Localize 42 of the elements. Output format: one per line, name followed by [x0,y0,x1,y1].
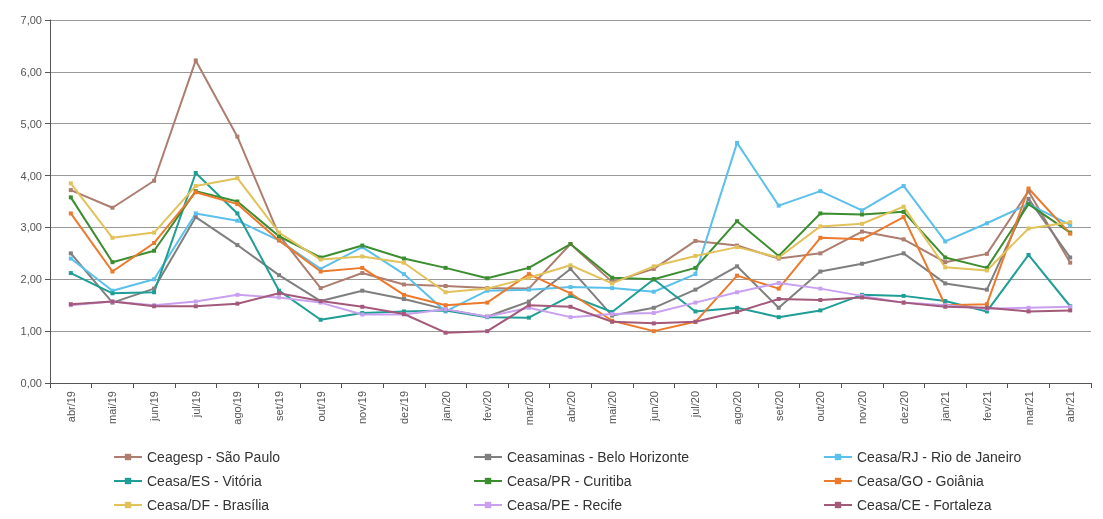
y-tick-label: 3,00 [20,221,42,234]
x-tick-label: set/19 [273,391,286,421]
x-tick-label: abr/21 [1064,391,1077,423]
x-tick-label: ago/20 [731,391,744,425]
x-tick-label: dez/19 [397,391,410,425]
x-tick-label: out/19 [314,391,327,422]
legend-label: Ceasa/PE - Recife [507,497,623,513]
legend-label: Ceasa/CE - Fortaleza [857,497,992,513]
legend-label: Ceasa/GO - Goiânia [857,473,985,489]
x-tick-label: ago/19 [231,391,244,425]
x-tick-label: jul/19 [189,391,202,419]
y-tick-label: 7,00 [20,14,42,26]
x-tick-label: jun/20 [647,391,660,422]
x-tick-label: dez/20 [897,391,910,425]
x-tick-label: abr/20 [564,391,577,423]
x-tick-label: nov/19 [356,391,369,425]
y-tick-label: 4,00 [20,169,42,182]
y-tick-label: 5,00 [20,117,42,130]
x-tick-label: jul/20 [689,391,702,419]
x-tick-label: jun/19 [148,391,161,422]
legend-label: Ceasa/ES - Vitória [147,473,263,489]
x-tick-label: mai/19 [106,391,119,425]
legend-label: Ceasa/DF - Brasília [147,497,270,513]
x-tick-label: mai/20 [606,391,619,425]
legend-label: Ceasa/RJ - Rio de Janeiro [857,449,1022,465]
y-tick-label: 6,00 [20,65,42,78]
legend-label: Ceasaminas - Belo Horizonte [507,449,690,465]
x-tick-label: fev/21 [980,391,993,421]
x-tick-label: abr/19 [64,391,77,423]
x-tick-label: jan/21 [939,391,952,422]
x-tick-label: out/20 [814,391,827,422]
x-tick-label: jan/20 [439,391,452,422]
x-tick-label: mar/20 [522,391,535,426]
legend-label: Ceasa/PR - Curitiba [507,473,632,489]
x-tick-label: mar/21 [1022,391,1035,426]
y-tick-label: 2,00 [20,273,42,286]
legend-label: Ceagesp - São Paulo [147,449,281,465]
x-tick-label: fev/20 [481,391,494,421]
x-tick-label: set/20 [772,391,785,421]
y-tick-label: 1,00 [20,325,42,338]
x-tick-label: nov/20 [855,391,868,425]
y-tick-label: 0,00 [20,377,42,389]
